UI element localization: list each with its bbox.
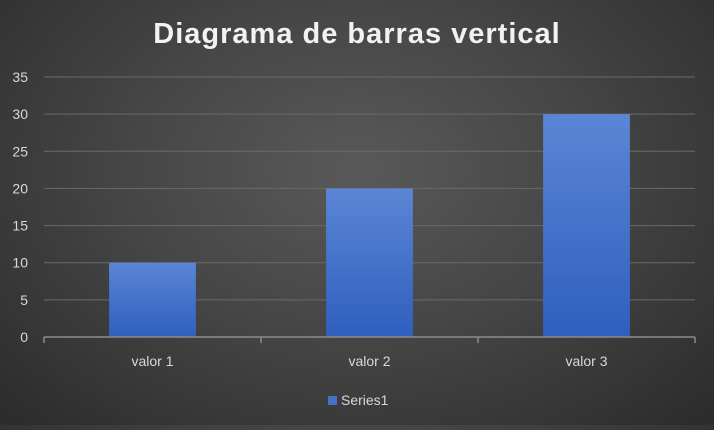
y-tick-label: 0 <box>20 329 28 345</box>
y-tick-label: 10 <box>12 255 28 271</box>
y-tick-label: 20 <box>12 180 28 196</box>
y-axis-ticks: 0 5 10 15 20 25 30 35 <box>12 69 28 345</box>
x-tick-label: valor 2 <box>348 353 390 369</box>
y-tick-label: 35 <box>12 69 28 85</box>
legend: Series1 <box>328 392 389 408</box>
x-tick-label: valor 3 <box>565 353 607 369</box>
legend-swatch-series1 <box>328 396 337 405</box>
x-axis <box>43 336 696 343</box>
x-axis-labels: valor 1 valor 2 valor 3 <box>131 353 607 369</box>
bar-valor-2 <box>326 188 413 337</box>
x-tick-label: valor 1 <box>131 353 173 369</box>
y-tick-label: 25 <box>12 143 28 159</box>
chart-title: Diagrama de barras vertical <box>153 18 560 50</box>
legend-label-series1: Series1 <box>341 392 389 408</box>
bar-valor-3 <box>543 114 630 338</box>
bars <box>109 114 630 338</box>
y-tick-label: 15 <box>12 218 28 234</box>
y-tick-label: 30 <box>12 106 28 122</box>
bar-valor-1 <box>109 262 196 337</box>
y-tick-label: 5 <box>20 292 28 308</box>
